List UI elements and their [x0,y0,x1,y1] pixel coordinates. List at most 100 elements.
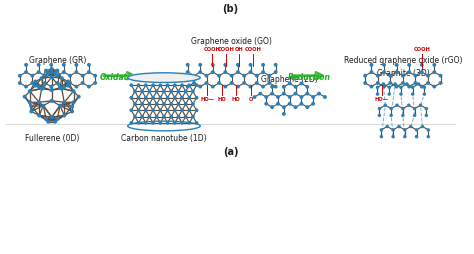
Circle shape [40,87,44,91]
Circle shape [87,85,91,89]
Circle shape [188,121,191,125]
Circle shape [151,121,155,125]
Circle shape [158,121,162,125]
Circle shape [129,121,133,125]
Circle shape [173,108,177,112]
Text: COOH: COOH [245,47,261,53]
Circle shape [46,71,50,75]
Circle shape [305,85,309,89]
Circle shape [66,80,70,84]
Circle shape [180,96,184,100]
Circle shape [403,128,407,132]
Circle shape [66,84,70,88]
Circle shape [378,107,381,110]
Circle shape [425,107,428,110]
Circle shape [261,85,265,89]
Circle shape [407,85,411,89]
Text: Reduced graphene oxide (rGO): Reduced graphene oxide (rGO) [344,56,462,65]
Circle shape [211,63,215,67]
Circle shape [395,103,399,107]
Circle shape [46,120,50,124]
Circle shape [370,70,374,74]
Circle shape [151,108,155,112]
Circle shape [49,85,53,89]
Circle shape [390,114,393,117]
Circle shape [293,85,298,89]
Circle shape [267,74,271,78]
Text: (a): (a) [223,147,238,157]
Circle shape [36,63,41,67]
Circle shape [62,114,66,118]
Text: HO—: HO— [374,97,389,102]
Circle shape [173,121,177,125]
Circle shape [413,81,418,85]
Circle shape [74,70,78,74]
Circle shape [55,69,59,73]
Circle shape [180,108,184,112]
Circle shape [248,70,253,74]
Circle shape [276,95,280,99]
Circle shape [36,70,41,74]
Circle shape [282,105,286,109]
Circle shape [261,70,265,74]
Circle shape [421,125,424,128]
Circle shape [55,117,59,121]
Circle shape [236,70,240,74]
Circle shape [383,103,387,107]
Circle shape [186,63,190,67]
Circle shape [253,95,256,99]
Circle shape [166,121,169,125]
Circle shape [397,125,401,128]
Circle shape [44,117,48,121]
Circle shape [401,74,405,78]
Circle shape [223,63,228,67]
Circle shape [323,95,327,99]
Circle shape [276,102,280,106]
Circle shape [288,82,292,85]
Circle shape [195,121,199,125]
Text: HO: HO [218,97,227,102]
Text: (b): (b) [223,4,239,14]
Circle shape [407,70,411,74]
Circle shape [144,96,147,100]
Circle shape [36,85,41,89]
Circle shape [382,82,385,86]
Circle shape [376,74,380,78]
Circle shape [300,82,303,85]
Text: HO: HO [231,97,240,102]
Circle shape [155,102,158,106]
Circle shape [388,74,392,78]
Circle shape [411,86,414,89]
Circle shape [169,90,173,93]
Circle shape [158,96,162,100]
Circle shape [62,70,66,74]
Circle shape [382,85,386,89]
Circle shape [53,120,57,124]
Circle shape [186,70,190,74]
Circle shape [68,74,72,78]
Circle shape [264,95,268,99]
Circle shape [264,102,268,106]
Circle shape [270,92,274,96]
Circle shape [158,108,162,112]
Circle shape [24,63,28,67]
Circle shape [420,70,424,74]
Circle shape [376,92,379,96]
Text: Fullerene (0D): Fullerene (0D) [25,134,79,143]
Circle shape [438,74,443,78]
Circle shape [137,108,140,112]
Circle shape [217,81,221,85]
Circle shape [50,115,54,119]
Circle shape [188,108,191,112]
Circle shape [192,81,196,85]
Circle shape [409,125,412,128]
Circle shape [55,81,59,85]
Circle shape [282,112,286,116]
Circle shape [155,90,158,93]
Circle shape [273,70,278,74]
Circle shape [166,96,169,100]
Circle shape [300,102,303,106]
Circle shape [60,87,64,91]
Circle shape [399,86,403,89]
Circle shape [387,86,391,89]
